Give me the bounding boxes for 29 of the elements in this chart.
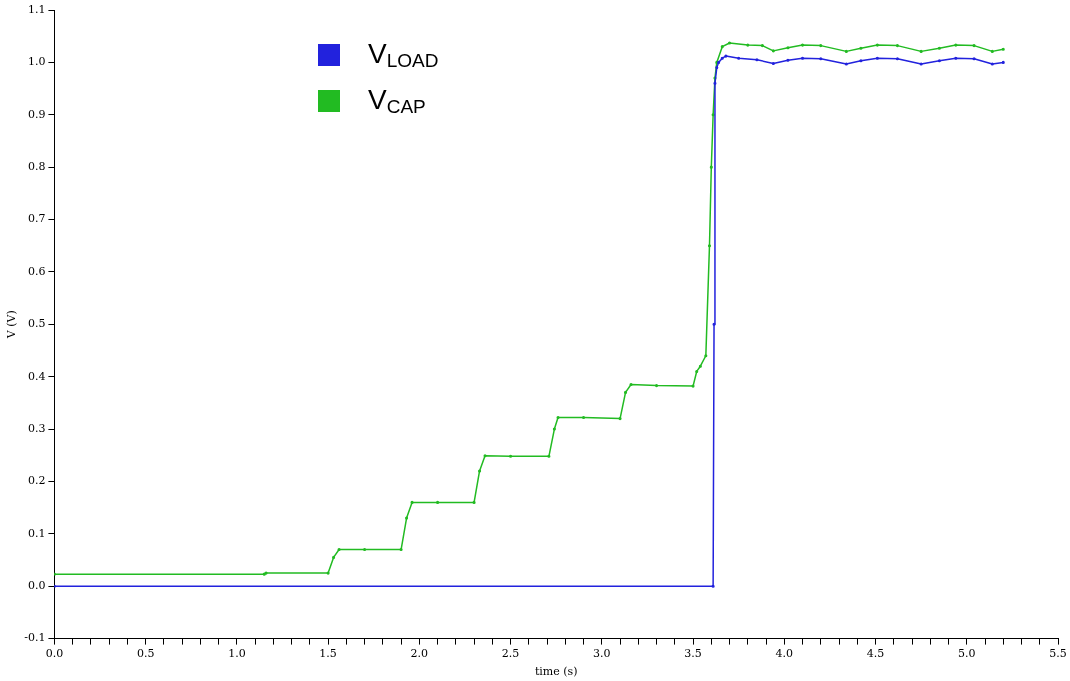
x-tick-label: 2.0 [410, 647, 429, 661]
x-tick-label: 2.5 [501, 647, 520, 661]
x-tick-label: 0.0 [45, 647, 64, 661]
x-tick-label: 5.5 [1049, 647, 1067, 661]
x-tick-label: 1.0 [228, 647, 246, 661]
legend-label: V$_{LOAD}$ [368, 38, 439, 72]
y-tick-label: 0.0 [27, 579, 46, 593]
y-tick-label: 0.8 [27, 160, 46, 174]
y-tick-label: -0.1 [24, 631, 46, 645]
y-tick-label: 1.1 [27, 2, 46, 16]
legend-label: V$_{CAP}$ [368, 84, 426, 118]
y-tick-label: 1.0 [27, 55, 46, 69]
x-tick-label: 4.0 [775, 647, 794, 661]
x-tick-label: 3.5 [684, 647, 702, 661]
x-tick-label: 5.0 [958, 647, 976, 661]
y-tick-label: 0.2 [27, 474, 46, 488]
y-tick-label: 0.6 [27, 264, 46, 278]
y-tick-label: 0.5 [27, 317, 46, 331]
y-tick-label: 0.1 [27, 526, 46, 540]
x-tick-label: 1.5 [319, 647, 337, 661]
x-axis-title: time (s) [534, 665, 578, 679]
x-tick-label: 3.0 [593, 647, 611, 661]
y-tick-label: 0.9 [27, 107, 46, 121]
y-tick-label: 0.4 [27, 369, 46, 383]
x-tick-label: 0.5 [136, 647, 155, 661]
x-tick-label: 4.5 [866, 647, 885, 661]
y-tick-label: 0.3 [27, 421, 46, 435]
y-tick-label: 0.7 [27, 212, 46, 226]
y-axis-title: V (V) [5, 310, 19, 340]
